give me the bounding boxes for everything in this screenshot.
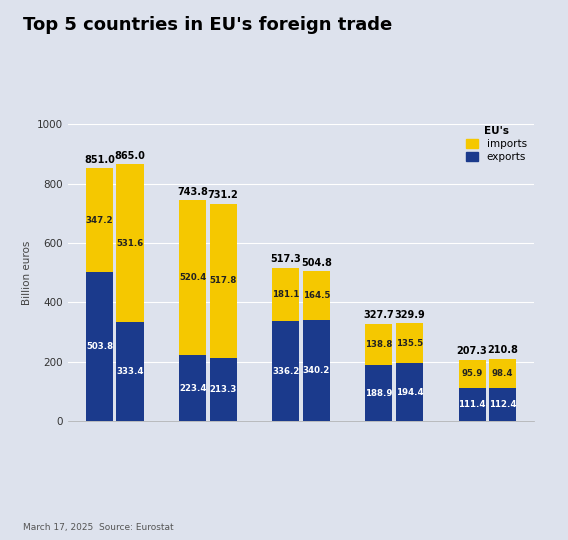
- Bar: [365, 365, 392, 421]
- Text: 340.2: 340.2: [303, 366, 330, 375]
- Text: 731.2: 731.2: [208, 191, 239, 200]
- Bar: [179, 355, 206, 421]
- Bar: [272, 321, 299, 421]
- Text: 207.3: 207.3: [457, 346, 487, 356]
- Text: 517.3: 517.3: [270, 254, 301, 264]
- Text: 743.8: 743.8: [177, 187, 208, 197]
- Text: 851.0: 851.0: [84, 155, 115, 165]
- Bar: [86, 168, 113, 272]
- Text: 347.2: 347.2: [86, 215, 113, 225]
- Bar: [458, 360, 486, 388]
- Text: 336.2: 336.2: [272, 367, 299, 376]
- Bar: [116, 164, 144, 322]
- Bar: [396, 363, 423, 421]
- Text: 213.3: 213.3: [210, 385, 237, 394]
- Text: 138.8: 138.8: [365, 340, 392, 349]
- Text: 517.8: 517.8: [210, 276, 237, 286]
- Text: 95.9: 95.9: [461, 369, 483, 379]
- Text: 98.4: 98.4: [492, 369, 513, 377]
- Text: 333.4: 333.4: [116, 367, 144, 376]
- Bar: [303, 320, 330, 421]
- Text: 329.9: 329.9: [394, 309, 425, 320]
- Text: 194.4: 194.4: [396, 388, 423, 397]
- Bar: [458, 388, 486, 421]
- Text: 504.8: 504.8: [301, 258, 332, 268]
- Bar: [272, 267, 299, 321]
- Bar: [116, 322, 144, 421]
- Text: 210.8: 210.8: [487, 345, 518, 355]
- Text: Top 5 countries in EU's foreign trade: Top 5 countries in EU's foreign trade: [23, 16, 392, 34]
- Text: 531.6: 531.6: [116, 239, 144, 248]
- Text: 327.7: 327.7: [364, 310, 394, 320]
- Text: 520.4: 520.4: [179, 273, 206, 282]
- Text: 164.5: 164.5: [303, 291, 330, 300]
- Bar: [86, 272, 113, 421]
- Bar: [210, 358, 237, 421]
- Text: 112.4: 112.4: [489, 400, 516, 409]
- Bar: [396, 323, 423, 363]
- Legend: imports, exports: imports, exports: [463, 124, 529, 164]
- Text: 188.9: 188.9: [365, 389, 392, 397]
- Bar: [489, 388, 516, 421]
- Text: March 17, 2025  Source: Eurostat: March 17, 2025 Source: Eurostat: [23, 523, 173, 532]
- Bar: [489, 359, 516, 388]
- Y-axis label: Billion euros: Billion euros: [22, 240, 32, 305]
- Text: 181.1: 181.1: [272, 290, 299, 299]
- Bar: [303, 271, 330, 320]
- Bar: [179, 200, 206, 355]
- Text: 865.0: 865.0: [115, 151, 145, 161]
- Text: 223.4: 223.4: [179, 383, 206, 393]
- Text: 111.4: 111.4: [458, 400, 486, 409]
- Bar: [210, 204, 237, 358]
- Text: 503.8: 503.8: [86, 342, 113, 351]
- Text: 135.5: 135.5: [396, 339, 423, 348]
- Bar: [365, 324, 392, 365]
